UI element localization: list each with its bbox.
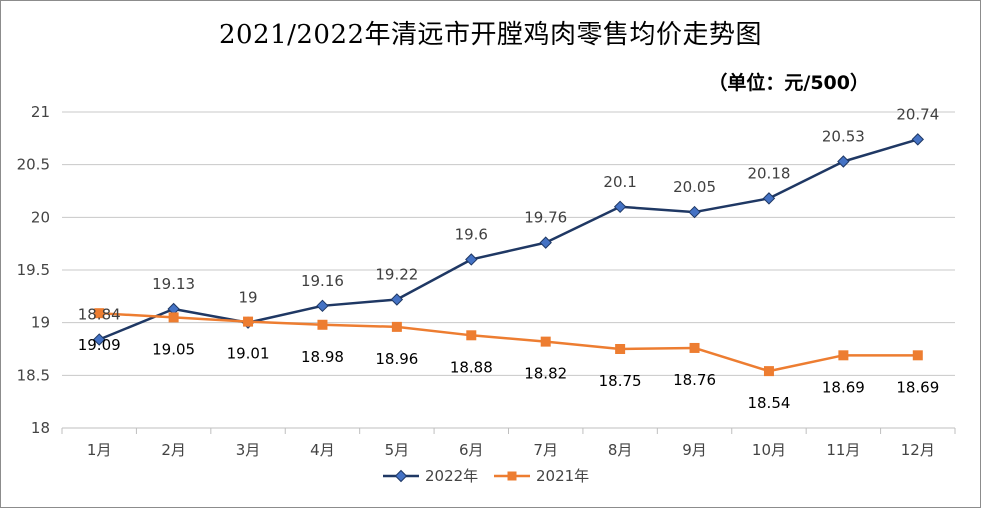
data-label-2022: 19.6 — [455, 225, 488, 243]
data-label-2021: 18.88 — [450, 358, 493, 376]
x-tick-label: 11月 — [826, 441, 860, 459]
x-tick-label: 4月 — [310, 441, 335, 459]
data-label-2021: 19.09 — [78, 336, 121, 354]
x-tick-label: 3月 — [236, 441, 261, 459]
legend-label-2021: 2021年 — [536, 467, 589, 485]
data-label-2021: 19.05 — [152, 340, 195, 358]
data-label-2021: 18.69 — [896, 378, 939, 396]
y-tick-label: 20.5 — [17, 156, 50, 174]
data-label-2022: 18.84 — [78, 306, 121, 324]
data-label-2022: 19.16 — [301, 272, 344, 290]
data-label-2021: 18.54 — [747, 394, 790, 412]
data-point-2022 — [911, 133, 924, 146]
data-point-2022 — [539, 236, 552, 249]
x-tick-label: 10月 — [752, 441, 786, 459]
data-point-2021 — [243, 316, 254, 327]
data-point-2022 — [93, 333, 106, 346]
data-label-2021: 19.01 — [227, 345, 270, 363]
chart-title: 2021/2022年清远市开膛鸡肉零售均价走势图 — [218, 20, 763, 50]
data-label-2022: 20.53 — [822, 128, 865, 146]
x-tick-label: 6月 — [459, 441, 484, 459]
data-point-2021 — [94, 308, 105, 319]
data-point-2021 — [466, 330, 477, 341]
x-tick-label: 2月 — [161, 441, 186, 459]
unit-label: （单位：元/500） — [708, 72, 869, 94]
data-label-2021: 18.82 — [524, 365, 567, 383]
data-point-2022 — [613, 200, 627, 214]
data-label-2022: 20.74 — [896, 105, 939, 123]
data-point-2022 — [762, 192, 776, 205]
data-point-2022 — [837, 155, 850, 168]
data-point-2021 — [540, 336, 551, 347]
data-label-2022: 20.05 — [673, 178, 716, 196]
axes: 18 18.5 19 19.5 20 20.5 21 1月 2月 3月 4月 5月 6月 7月 8月 9月 10… — [17, 103, 956, 459]
x-tick-label: 7月 — [533, 441, 558, 459]
x-tick-label: 1月 — [87, 441, 112, 459]
data-point-2021 — [391, 321, 402, 332]
data-point-2022 — [390, 293, 404, 306]
y-tick-label: 18 — [31, 419, 50, 437]
series-line-2022 — [98, 138, 919, 341]
data-label-2022: 19.22 — [375, 265, 418, 283]
series-line-2021 — [99, 311, 918, 373]
data-label-2021: 18.69 — [822, 378, 865, 396]
data-label-2021: 18.98 — [301, 348, 344, 366]
x-tick-label: 8月 — [608, 441, 633, 459]
data-labels: 18.84 19.13 19 19.16 19.22 19.6 19.76 20.1 20.05… — [78, 105, 940, 412]
data-point-2022 — [465, 253, 478, 266]
x-tick-label: 9月 — [682, 441, 707, 459]
series — [93, 133, 924, 377]
data-label-2022: 20.18 — [747, 164, 790, 182]
legend-label-2022: 2022年 — [425, 467, 478, 485]
data-label-2022: 19.76 — [524, 209, 567, 227]
data-point-2021 — [912, 350, 923, 361]
data-label-2022: 19 — [238, 289, 257, 307]
data-label-2021: 18.76 — [673, 371, 716, 389]
data-point-2021 — [689, 342, 700, 353]
data-label-2022: 19.13 — [152, 275, 195, 293]
data-label-2021: 18.96 — [375, 350, 418, 368]
y-tick-label: 20 — [31, 208, 50, 226]
data-point-2022 — [316, 299, 329, 313]
x-tick-label: 5月 — [385, 441, 410, 459]
data-point-2021 — [168, 312, 179, 323]
legend: 2022年 2021年 — [383, 467, 589, 485]
y-tick-label: 19.5 — [17, 261, 50, 279]
data-label-2022: 20.1 — [603, 173, 636, 191]
data-point-2021 — [838, 350, 849, 361]
data-point-2021 — [763, 366, 774, 377]
y-tick-label: 21 — [31, 103, 50, 121]
data-point-2022 — [688, 205, 701, 219]
data-point-2021 — [615, 344, 626, 354]
y-tick-label: 18.5 — [17, 366, 50, 384]
y-tick-label: 19 — [31, 314, 50, 332]
x-tick-label: 12月 — [901, 441, 935, 459]
legend-marker-2022 — [394, 469, 408, 483]
data-point-2021 — [317, 319, 328, 330]
data-label-2021: 18.75 — [599, 372, 642, 390]
legend-marker-2021 — [507, 471, 517, 481]
